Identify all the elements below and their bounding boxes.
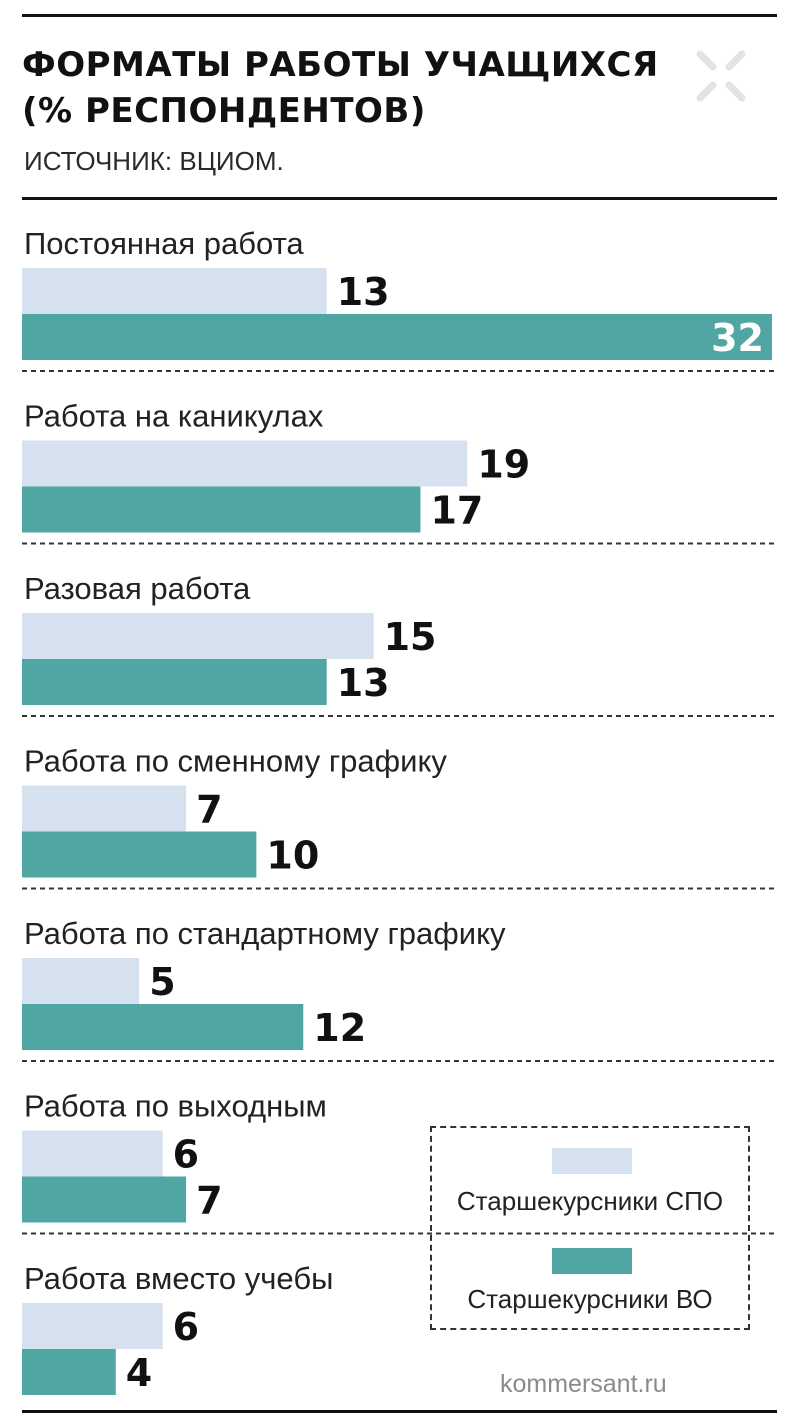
bar-spo [22,440,468,487]
data-label: 13 [337,661,390,705]
data-label: 6 [173,1133,199,1177]
bar-spo [22,613,374,659]
data-label: 6 [173,1305,199,1349]
bar-vo [22,659,327,705]
watermark-icon [686,42,756,110]
source-subtitle: ИСТОЧНИК: ВЦИОМ. [24,146,284,176]
title-line-2: (% РЕСПОНДЕНТОВ) [22,91,426,131]
category-label: Работа по сменному графику [24,744,447,779]
chart-title: ФОРМАТЫ РАБОТЫ УЧАЩИХСЯ (% РЕСПОНДЕНТОВ) [22,42,682,134]
bar-vo [22,1176,187,1223]
bar-spo [22,785,187,832]
top-rule [22,14,777,17]
category-label: Постоянная работа [24,226,304,261]
data-label: 15 [384,615,437,659]
bar-spo [22,1130,163,1177]
legend-label-vo: Старшекурсники ВО [467,1284,713,1314]
legend-swatch-vo [552,1248,632,1274]
category-label: Работа по стандартному графику [24,916,506,951]
legend-label-spo: Старшекурсники СПО [456,1186,724,1216]
category-label: Работа вместо учебы [24,1261,333,1296]
data-label: 17 [430,489,483,533]
data-label: 5 [149,960,175,1004]
data-label: 7 [196,788,222,832]
legend-swatch-spo [552,1148,632,1174]
data-label: 13 [337,270,390,314]
bar-spo [22,958,140,1004]
category-label: Работа на каникулах [24,399,324,434]
bar-spo [22,1303,163,1349]
bar-vo [22,1004,304,1050]
data-label: 4 [126,1351,152,1395]
category-label: Работа по выходным [24,1089,327,1124]
data-label: 32 [711,316,764,360]
data-label: 12 [313,1006,366,1050]
legend: Старшекурсники СПО Старшекурсники ВО [430,1126,750,1330]
header-separator [22,197,777,200]
bar-spo [22,268,327,314]
category-label: Разовая работа [24,571,251,606]
data-label: 10 [266,834,319,878]
title-line-1: ФОРМАТЫ РАБОТЫ УЧАЩИХСЯ [22,45,659,85]
source-credit: kommersant.ru [500,1370,667,1398]
bottom-rule [22,1410,777,1413]
bar-vo [22,314,772,360]
bar-vo [22,486,421,533]
bar-vo [22,1349,116,1395]
data-label: 7 [196,1179,222,1223]
bar-vo [22,831,257,878]
data-label: 19 [477,443,530,487]
